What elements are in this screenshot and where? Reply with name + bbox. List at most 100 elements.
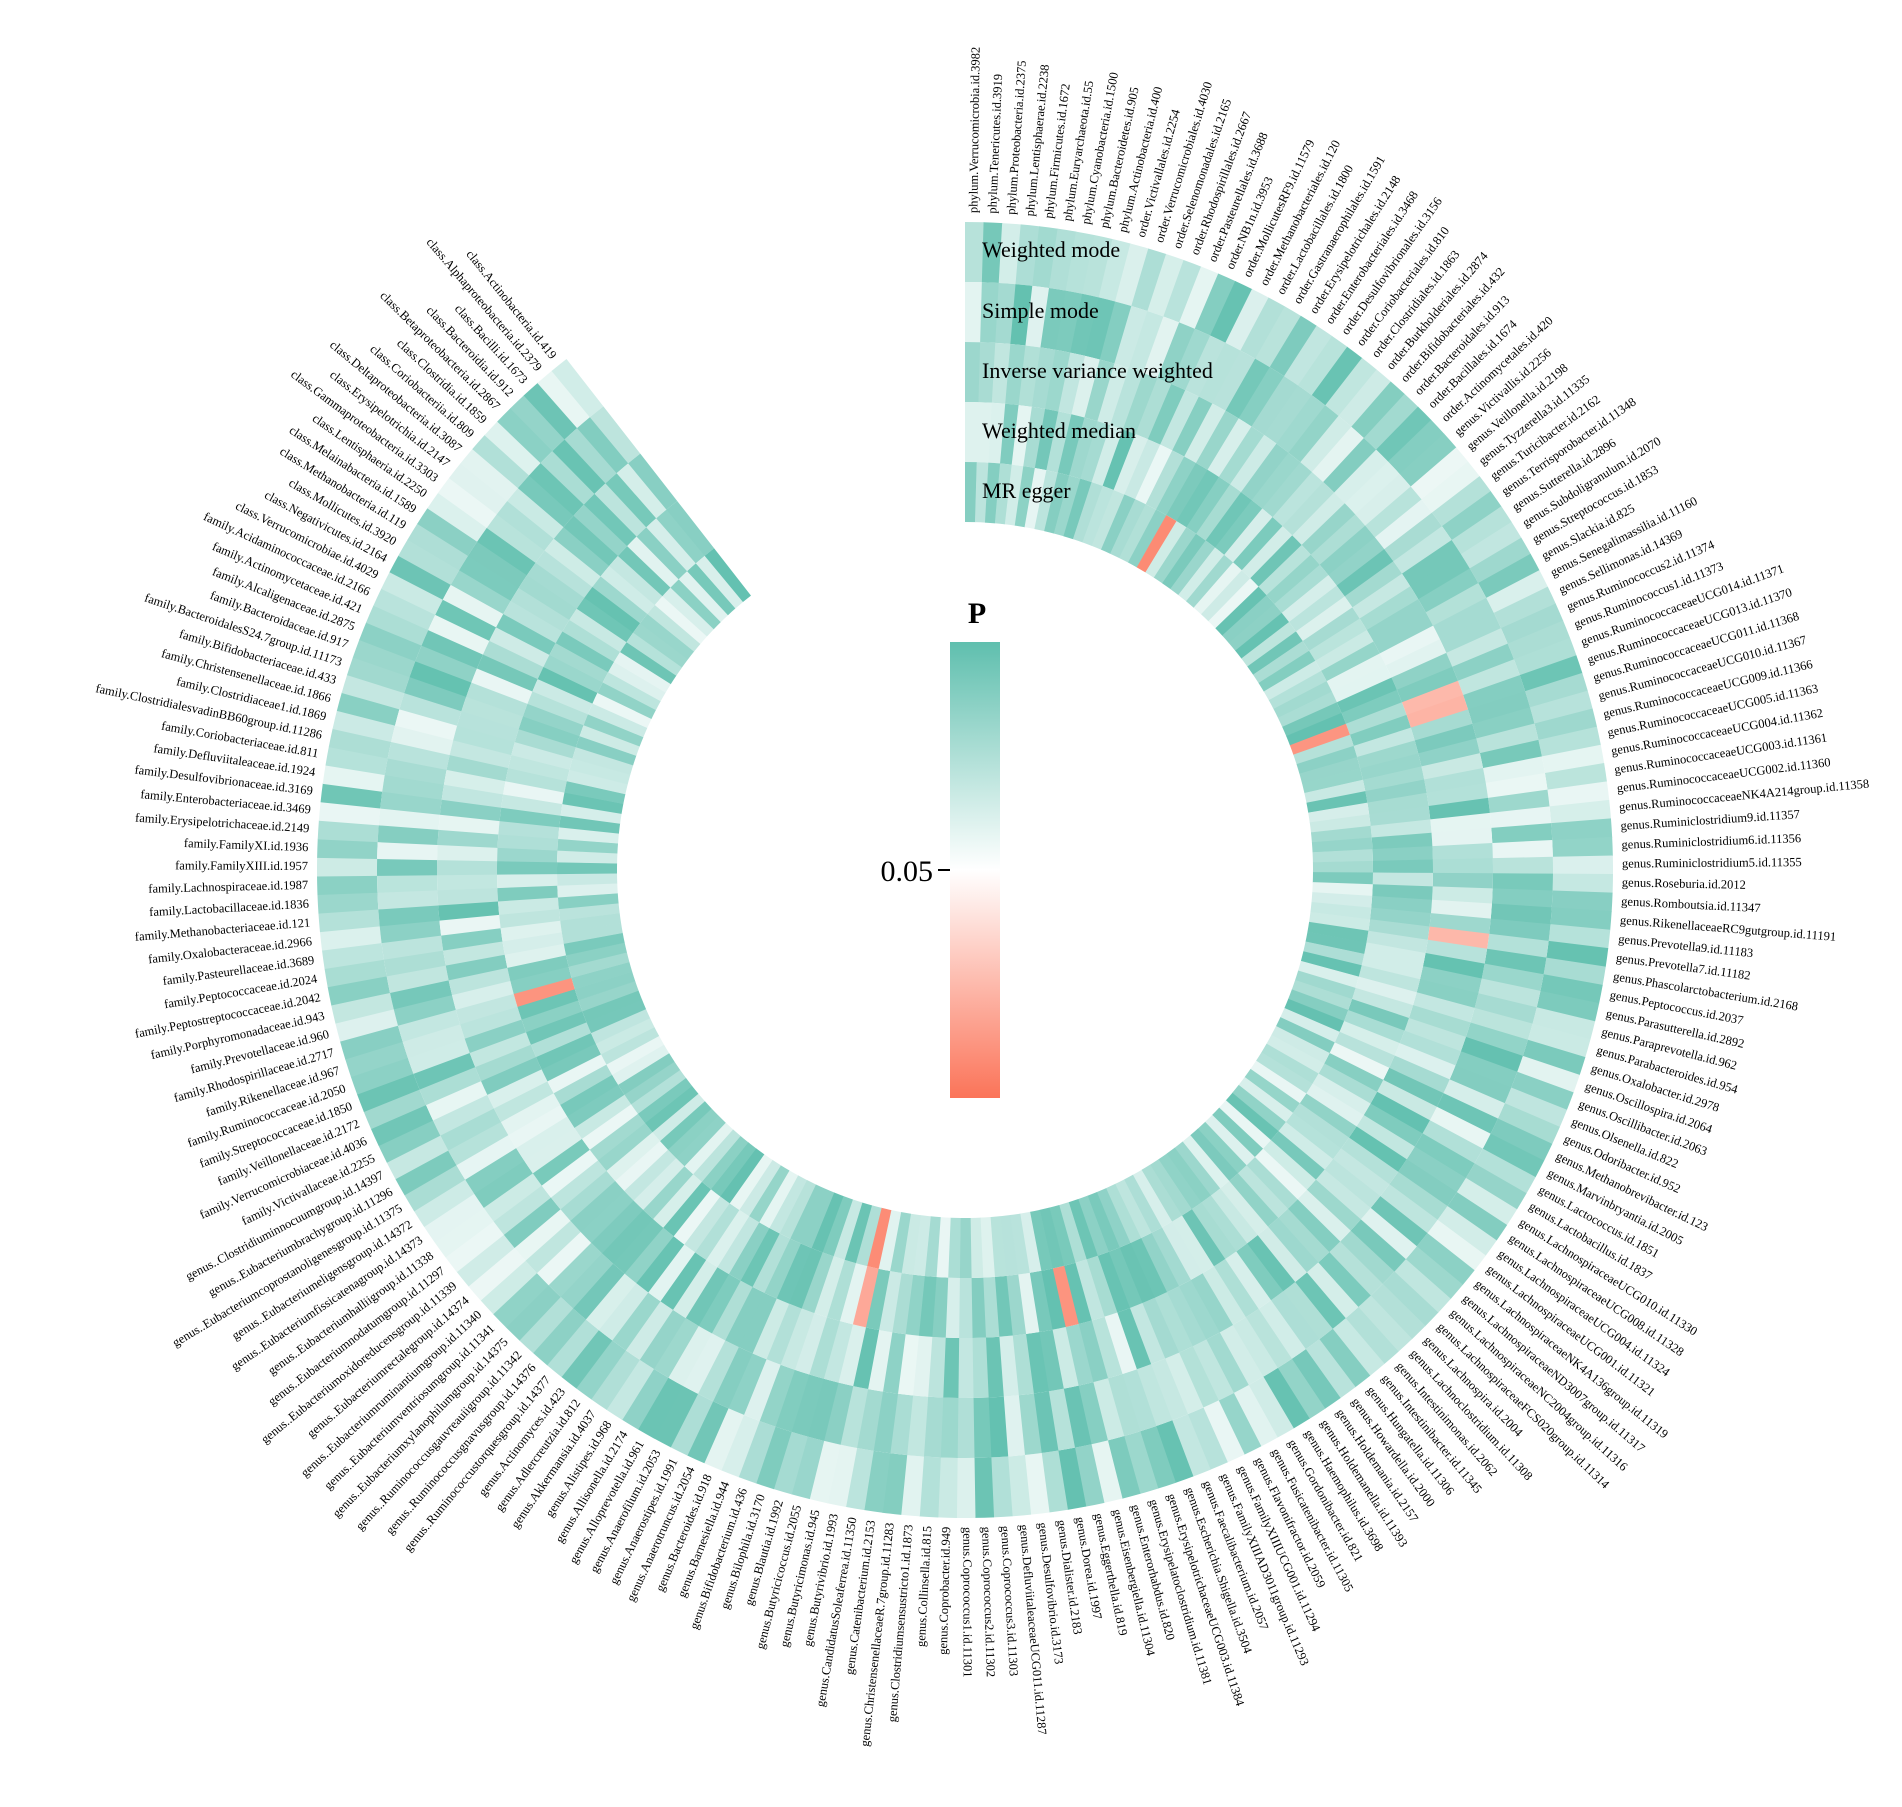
heatmap-cell <box>614 1140 668 1191</box>
heatmap-cell <box>1306 791 1368 813</box>
heatmap-cell <box>1219 1324 1264 1386</box>
heatmap-cell <box>550 1160 607 1210</box>
heatmap-cell <box>1255 1052 1313 1094</box>
heatmap-cell <box>985 1336 1004 1398</box>
taxon-label: genus.Roseburia.id.2012 <box>1622 875 1746 892</box>
heatmap-cell <box>1551 890 1613 912</box>
heatmap-cell <box>1426 782 1489 807</box>
heatmap-cell <box>460 448 519 502</box>
heatmap-cell <box>585 1273 637 1331</box>
heatmap-cell <box>1063 1385 1092 1448</box>
heatmap-cell <box>339 1025 403 1060</box>
heatmap-cell <box>1372 859 1433 874</box>
heatmap-cell <box>1245 1308 1292 1369</box>
heatmap-cell <box>1145 450 1185 510</box>
heatmap-cell <box>1257 1226 1307 1283</box>
heatmap-cell <box>1507 620 1571 660</box>
heatmap-cell <box>738 1420 776 1484</box>
heatmap-cell <box>1299 757 1361 784</box>
heatmap-cell <box>497 407 553 464</box>
heatmap-cell <box>1329 1042 1390 1081</box>
heatmap-cell <box>990 1456 1013 1518</box>
heatmap-cell <box>1000 403 1019 465</box>
heatmap-cell <box>1309 911 1371 932</box>
heatmap-cell <box>586 999 647 1034</box>
heatmap-cell <box>672 1259 718 1319</box>
heatmap-cell <box>404 1164 466 1212</box>
heatmap-cell <box>456 1134 517 1180</box>
heatmap-cell <box>685 1266 729 1326</box>
heatmap-cell <box>752 1298 790 1360</box>
heatmap-cell <box>1332 1318 1385 1376</box>
heatmap-cell <box>667 1108 719 1159</box>
heatmap-cell <box>560 1170 616 1221</box>
heatmap-cell <box>566 1084 625 1128</box>
heatmap-cell <box>1336 677 1398 714</box>
heatmap-cell <box>1171 1215 1214 1274</box>
heatmap-cell <box>1331 665 1392 703</box>
heatmap-cell <box>1055 290 1083 353</box>
heatmap-cell <box>1291 980 1353 1011</box>
heatmap-cell <box>443 941 505 966</box>
heatmap-cell <box>515 1116 575 1161</box>
taxon-label: phylum.Verrucomicrobia.id.3982 <box>966 47 982 213</box>
heatmap-cell <box>1070 293 1100 356</box>
heatmap-cell <box>1321 641 1381 682</box>
heatmap-cell <box>1128 311 1164 374</box>
taxon-label: genus.Coprococcus1.id.11301 <box>960 1527 974 1678</box>
heatmap-cell <box>540 450 595 505</box>
heatmap-cell <box>1225 289 1270 351</box>
heatmap-cell <box>471 668 533 704</box>
heatmap-cell <box>901 1213 921 1275</box>
heatmap-cell <box>1301 503 1356 555</box>
heatmap-cell <box>766 1303 802 1365</box>
heatmap-cell <box>525 1011 587 1045</box>
heatmap-cell <box>1303 941 1365 966</box>
heatmap-cell <box>988 1396 1009 1458</box>
heatmap-cell <box>497 885 558 902</box>
heatmap-cell <box>1208 578 1259 629</box>
heatmap-cell <box>1052 1327 1079 1389</box>
heatmap-cell <box>1258 1300 1306 1359</box>
heatmap-cell <box>628 453 678 510</box>
heatmap-cell <box>370 1104 434 1147</box>
heatmap-cell <box>1277 1208 1330 1263</box>
heatmap-cell <box>1178 1346 1219 1408</box>
heatmap-cell <box>569 758 631 785</box>
heatmap-cell <box>1097 363 1130 426</box>
heatmap-cell <box>1552 836 1613 858</box>
heatmap-cell <box>437 887 499 906</box>
heatmap-cell <box>501 794 563 816</box>
heatmap-cell <box>1439 612 1502 654</box>
heatmap-cell <box>791 1374 824 1437</box>
heatmap-cell <box>1449 1065 1512 1104</box>
heatmap-cell <box>811 1192 844 1253</box>
heatmap-cell <box>564 780 626 805</box>
heatmap-cell <box>409 660 472 697</box>
heatmap-cell <box>1307 921 1369 943</box>
taxon-label: genus.Ruminiclostridium5.id.11355 <box>1622 855 1802 870</box>
heatmap-cell <box>1074 1444 1105 1507</box>
heatmap-cell <box>748 1165 790 1223</box>
heatmap-cell <box>1324 1052 1384 1093</box>
heatmap-cell <box>889 1212 911 1274</box>
heatmap-cell <box>852 1327 880 1390</box>
heatmap-cell <box>395 708 458 741</box>
heatmap-cell <box>498 820 560 840</box>
heatmap-cell <box>1457 659 1520 696</box>
heatmap-cell <box>1369 907 1432 927</box>
heatmap-cell <box>537 370 591 429</box>
heatmap-cell <box>526 562 585 609</box>
heatmap-cell <box>852 1266 879 1328</box>
heatmap-cell <box>1299 1093 1357 1138</box>
heatmap-cell <box>1182 1135 1230 1189</box>
legend-colorbar <box>950 642 1000 1098</box>
heatmap-cell <box>536 1231 592 1286</box>
heatmap-cell <box>1364 942 1426 967</box>
heatmap-cell <box>1373 612 1434 654</box>
heatmap-cell <box>1372 872 1433 887</box>
heatmap-cell <box>350 1057 414 1095</box>
heatmap-cell <box>450 569 511 615</box>
heatmap-cell <box>1110 368 1144 430</box>
heatmap-cell <box>682 1333 726 1394</box>
